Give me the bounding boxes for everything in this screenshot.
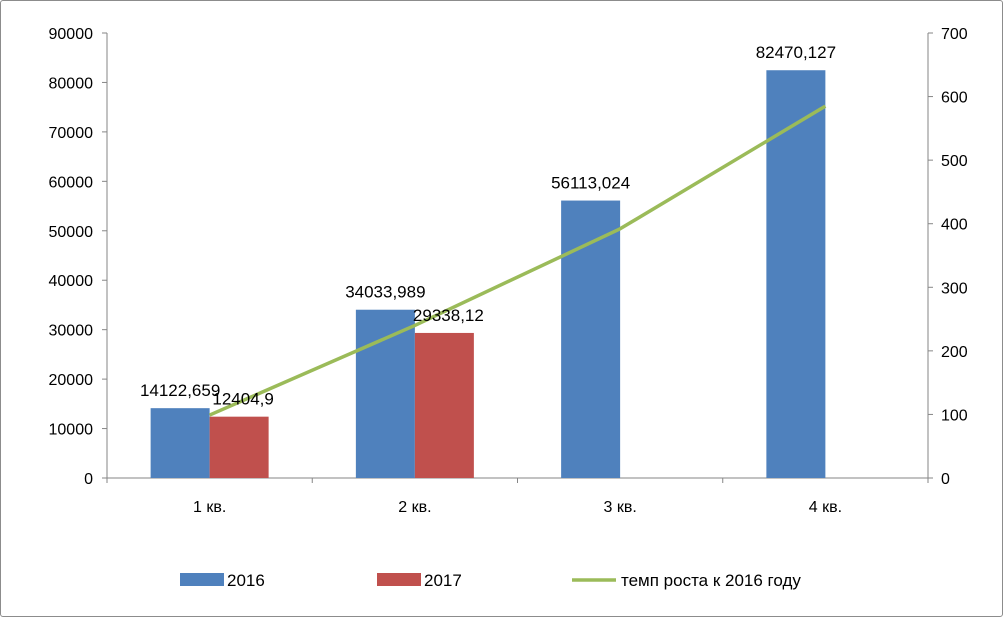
data-label: 14122,659 [140, 381, 220, 400]
legend-swatch-2016 [180, 573, 224, 586]
x-category-label: 1 кв. [193, 499, 226, 516]
y-right-tick-label: 400 [941, 217, 968, 234]
x-category-label: 3 кв. [603, 499, 636, 516]
y-right-tick-label: 200 [941, 344, 968, 361]
data-label: 12404,9 [212, 390, 273, 409]
line-growth-rate [208, 104, 827, 417]
y-right-tick-label: 600 [941, 90, 968, 107]
y-right-tick-label: 700 [941, 26, 968, 43]
y-left-tick-label: 60000 [49, 174, 94, 191]
legend-label: 2016 [227, 571, 265, 590]
y-left-tick-label: 30000 [49, 323, 94, 340]
data-label: 82470,127 [756, 43, 836, 62]
y-right-tick-label: 100 [941, 407, 968, 424]
y-left-tick-label: 70000 [49, 125, 94, 142]
data-label: 56113,024 [551, 174, 630, 193]
y-right-tick-label: 0 [941, 471, 950, 488]
y-left-tick-label: 40000 [49, 273, 94, 290]
y-right-tick-label: 300 [941, 280, 968, 297]
bar-2016 [150, 408, 210, 478]
bar-2017 [209, 416, 269, 478]
legend-label: 2017 [424, 571, 462, 590]
y-left-tick-label: 10000 [49, 422, 94, 439]
bar-2017 [414, 332, 474, 478]
data-label: 29338,12 [413, 306, 484, 325]
bar-2016 [355, 309, 415, 478]
bar-2016 [766, 70, 826, 478]
y-left-tick-label: 80000 [49, 75, 94, 92]
y-left-tick-label: 50000 [49, 224, 94, 241]
data-label: 34033,989 [345, 283, 425, 302]
y-left-tick-label: 0 [84, 471, 93, 488]
legend-swatch-2017 [377, 573, 421, 586]
bar-2016 [561, 200, 621, 478]
y-left-tick-label: 90000 [49, 26, 94, 43]
x-category-label: 4 кв. [809, 499, 842, 516]
y-left-tick-label: 20000 [49, 372, 94, 389]
x-category-label: 2 кв. [398, 499, 431, 516]
y-right-tick-label: 500 [941, 153, 968, 170]
legend-label: темп роста к 2016 году [621, 571, 801, 590]
